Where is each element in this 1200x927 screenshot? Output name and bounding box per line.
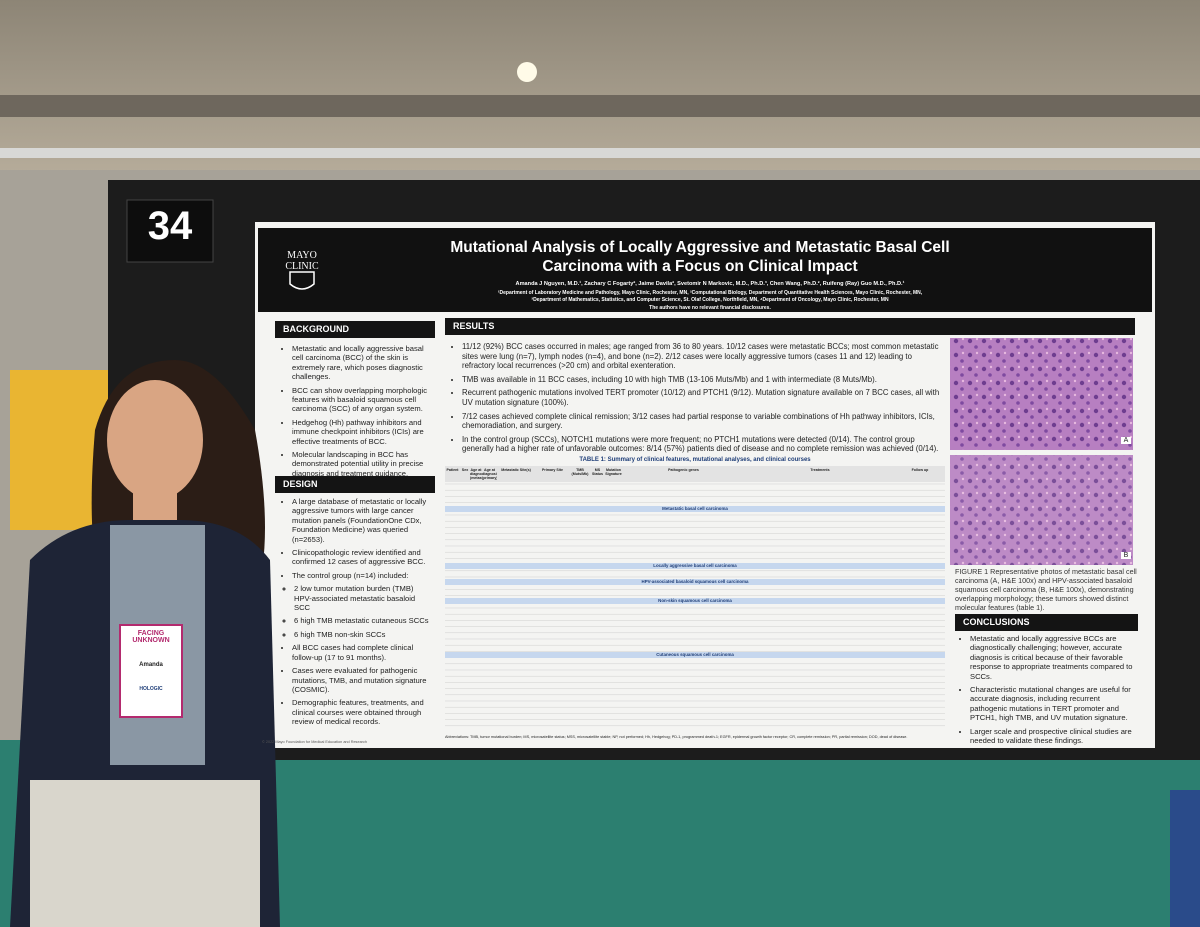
table-header: Treatments bbox=[810, 468, 830, 472]
bullet: Hedgehog (Hh) pathway inhibitors and imm… bbox=[292, 418, 432, 446]
table-header: Sex bbox=[461, 468, 469, 472]
bullet: All BCC cases had complete clinical foll… bbox=[292, 643, 432, 662]
number-plate bbox=[126, 199, 214, 263]
bullet: Cases were evaluated for pathogenic muta… bbox=[292, 666, 432, 694]
logo-word: CLINIC bbox=[285, 261, 319, 272]
table-section-bar bbox=[445, 506, 945, 512]
bullet: The control group (n=14) included: bbox=[292, 571, 432, 580]
table-header-row bbox=[445, 466, 945, 482]
bullet: In the control group (SCCs), NOTCH1 muta… bbox=[462, 435, 942, 454]
table-section: Non-skin squamous cell carcinoma bbox=[658, 598, 732, 603]
table-section-bar bbox=[445, 579, 945, 585]
face bbox=[107, 380, 203, 500]
table-section: HPV-associated basaloid squamous cell ca… bbox=[641, 579, 749, 584]
trousers bbox=[30, 780, 260, 927]
bullet: BCC can show overlapping morphologic fea… bbox=[292, 386, 432, 414]
authors: Amanda J Nguyen, M.D.¹, Zachary C Fogart… bbox=[515, 281, 905, 287]
table-footnote: Abbreviations: TMB, tumor mutational bur… bbox=[445, 735, 908, 739]
bullet: 2 low tumor mutation burden (TMB) HPV-as… bbox=[294, 584, 432, 612]
beam bbox=[0, 95, 1200, 117]
table-caption: TABLE 1: Summary of clinical features, m… bbox=[579, 457, 811, 463]
table-section: Cutaneous squamous cell carcinoma bbox=[656, 652, 734, 657]
bullet-list: 2 low tumor mutation burden (TMB) HPV-as… bbox=[282, 584, 432, 639]
results-body: 11/12 (92%) BCC cases occurred in males;… bbox=[452, 342, 942, 458]
poster-title: Mutational Analysis of Locally Aggressiv… bbox=[450, 239, 950, 275]
bullet: 6 high TMB metastatic cutaneous SCCs bbox=[294, 616, 432, 625]
table-header: Age at diagnosis (primary) bbox=[482, 468, 497, 480]
bullet-list: A large database of metastatic or locall… bbox=[282, 497, 432, 580]
background-body: Metastatic and locally aggressive basal … bbox=[282, 344, 432, 482]
bullet-list: All BCC cases had complete clinical foll… bbox=[282, 643, 432, 726]
table-header: Pathogenic genes bbox=[668, 468, 699, 472]
bullet: Clinicopathologic review identified and … bbox=[292, 548, 432, 567]
table-header: Primary Site bbox=[542, 468, 563, 472]
affiliation: ³Department of Mathematics, Statistics, … bbox=[531, 297, 889, 303]
pipe bbox=[0, 148, 1200, 158]
badge-event: FACING UNKNOWN bbox=[132, 630, 170, 644]
figure-image-b bbox=[950, 455, 1133, 565]
bullet: 6 high TMB non-skin SCCs bbox=[294, 630, 432, 639]
table-section-bar bbox=[445, 652, 945, 658]
figure-image-a bbox=[950, 338, 1133, 450]
bullet: 11/12 (92%) BCC cases occurred in males;… bbox=[462, 342, 942, 371]
badge-sponsor: HOLOGIC bbox=[139, 686, 163, 692]
bullet-list: Metastatic and locally aggressive BCCs a… bbox=[960, 634, 1138, 745]
table-section-bar bbox=[445, 563, 945, 569]
table-header: TMB (Muts/Mb) bbox=[571, 468, 589, 476]
figure-label: A bbox=[1121, 437, 1131, 444]
table-section-bar bbox=[445, 598, 945, 604]
table-header: Metastatic Site(s) bbox=[501, 468, 531, 472]
chair bbox=[1170, 790, 1200, 927]
section-heading: CONCLUSIONS bbox=[955, 614, 1138, 631]
bullet-list: Metastatic and locally aggressive basal … bbox=[282, 344, 432, 478]
table-header: MS Status bbox=[592, 468, 603, 476]
bullet: TMB was available in 11 BCC cases, inclu… bbox=[462, 375, 942, 385]
section-heading: RESULTS bbox=[445, 318, 1135, 335]
table-section: Metastatic basal cell carcinoma bbox=[662, 506, 728, 511]
section-heading: BACKGROUND bbox=[275, 321, 435, 338]
bullet: Larger scale and prospective clinical st… bbox=[970, 727, 1138, 746]
figure-caption: FIGURE 1 Representative photos of metast… bbox=[955, 567, 1137, 612]
bullet: Demographic features, treatments, and cl… bbox=[292, 698, 432, 726]
design-body: A large database of metastatic or locall… bbox=[282, 497, 432, 731]
figure-label: B bbox=[1121, 552, 1131, 559]
section-heading: DESIGN bbox=[275, 476, 435, 493]
bullet: Metastatic and locally aggressive BCCs a… bbox=[970, 634, 1138, 681]
table-header: Age at diagnosis (metastasis) bbox=[470, 468, 482, 480]
footer: © 2022 Mayo Foundation for Medical Educa… bbox=[262, 740, 367, 744]
table-section: Locally aggressive basal cell carcinoma bbox=[653, 563, 737, 568]
poster-header bbox=[258, 228, 1152, 312]
conclusions-body: Metastatic and locally aggressive BCCs a… bbox=[960, 634, 1138, 749]
bullet: 7/12 cases achieved complete clinical re… bbox=[462, 412, 942, 431]
table-body bbox=[445, 466, 945, 727]
badge-name: Amanda bbox=[139, 662, 163, 668]
bullet: Molecular landscaping in BCC has demonst… bbox=[292, 450, 432, 478]
logo: MAYO CLINIC bbox=[272, 250, 332, 272]
light bbox=[517, 62, 537, 82]
bullet-list: 11/12 (92%) BCC cases occurred in males;… bbox=[452, 342, 942, 454]
bullet: Characteristic mutational changes are us… bbox=[970, 685, 1138, 723]
affiliation: ¹Department of Laboratory Medicine and P… bbox=[497, 290, 923, 296]
table-header: Mutation Signature bbox=[605, 468, 622, 476]
bullet: Recurrent pathogenic mutations involved … bbox=[462, 388, 942, 407]
table-header: Patient bbox=[446, 468, 459, 472]
bullet: Metastatic and locally aggressive basal … bbox=[292, 344, 432, 382]
board-number: 34 bbox=[147, 204, 193, 248]
table-header: Follow up bbox=[911, 468, 929, 472]
disclosure: The authors have no relevant financial d… bbox=[649, 305, 771, 311]
bullet: A large database of metastatic or locall… bbox=[292, 497, 432, 544]
logo-shield bbox=[289, 271, 315, 290]
badge bbox=[119, 624, 183, 718]
logo-word: MAYO bbox=[287, 250, 317, 261]
